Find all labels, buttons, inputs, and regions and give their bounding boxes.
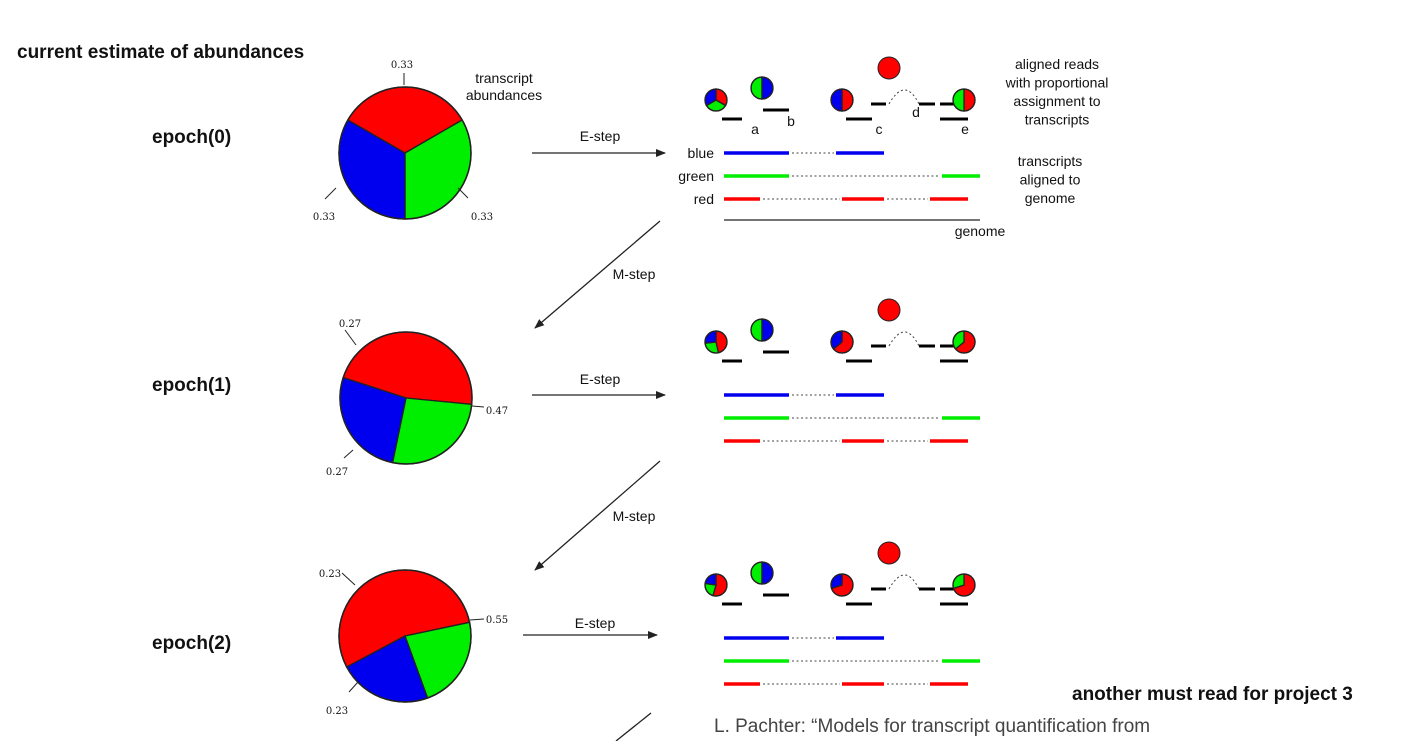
- read-letter-a: a: [751, 121, 759, 137]
- panel-0-read-b-pie-part-1: [761, 76, 774, 100]
- panel-0-read-b-pie-part-0: [750, 76, 763, 100]
- mstep-arrow-1: [534, 460, 661, 571]
- mstep-label-1: M-step: [613, 508, 656, 524]
- read-letter-d: d: [912, 104, 920, 120]
- pie-1-right-label: 0.47: [486, 406, 508, 417]
- panel-0-read-a-pie-outline: [704, 88, 728, 112]
- pie-0-left-label: 0.33: [313, 212, 335, 223]
- panel-1-read-d-circle: [877, 298, 901, 322]
- pie-2-top-label: 0.23: [319, 569, 341, 580]
- mstep-arrow-2: [615, 712, 652, 741]
- panel-0-read-b-pie-outline: [750, 76, 774, 100]
- panel-2-splice-dotted: [888, 574, 920, 590]
- pie-2-outline: [338, 569, 472, 703]
- pie-0-right-label: 0.33: [471, 212, 493, 223]
- pie-0-top-label: 0.33: [391, 60, 413, 71]
- pie-2-right-label: 0.55: [486, 615, 508, 626]
- transcripts-aligned-line-2: genome: [1025, 190, 1076, 206]
- panel-0-read-c-pie-part-1: [830, 88, 843, 112]
- panel-1-read-a-pie-outline: [704, 330, 728, 354]
- transcript-name-blue: blue: [688, 145, 715, 161]
- pie-0-right-tick: [457, 187, 469, 199]
- pie-2-left-label: 0.23: [326, 706, 348, 717]
- aligned-reads-line-2: assignment to: [1013, 93, 1100, 109]
- transcript-name-green: green: [678, 168, 714, 184]
- footer-title: another must read for project 3: [1072, 684, 1353, 705]
- pie-0-outline: [338, 86, 472, 220]
- transcripts-aligned-line-1: aligned to: [1020, 172, 1081, 188]
- panel-0-read-c-pie-outline: [830, 88, 854, 112]
- read-letter-b: b: [787, 113, 795, 129]
- pie-1-right-tick: [471, 405, 485, 408]
- pie-1-outline: [339, 331, 473, 465]
- panel-0-read-d-circle: [877, 56, 901, 80]
- panel-0-read-e-pie-part-1: [952, 88, 965, 112]
- panel-2-read-d-circle: [877, 541, 901, 565]
- pie-1-left-tick: [343, 449, 354, 459]
- epoch-2-label: epoch(2): [152, 633, 232, 654]
- pie-2-right-tick: [469, 618, 485, 621]
- mstep-label-0: M-step: [613, 266, 656, 282]
- estep-label-1: E-step: [580, 371, 621, 387]
- pie-1-left-label: 0.27: [326, 467, 348, 478]
- transcript-abundances-line-0: transcript: [475, 70, 533, 86]
- pie-1-top-label: 0.27: [339, 319, 361, 330]
- panel-0-read-e-pie-outline: [952, 88, 976, 112]
- transcript-name-red: red: [694, 191, 714, 207]
- pie-2-top-tick: [341, 572, 356, 586]
- panel-2-read-b-pie-part-1: [761, 561, 774, 585]
- panel-1-read-b-pie-outline: [750, 318, 774, 342]
- panel-0-read-e-pie-part-0: [963, 88, 976, 112]
- transcript-abundances-line-1: abundances: [466, 87, 542, 103]
- read-letter-c: c: [876, 121, 883, 137]
- aligned-reads-line-0: aligned reads: [1015, 56, 1099, 72]
- panel-2-read-b-pie-part-0: [750, 561, 763, 585]
- pie-0-left-tick: [324, 187, 337, 200]
- panel-1-read-b-pie-part-0: [750, 318, 763, 342]
- panel-1-read-b-pie-part-1: [761, 318, 774, 342]
- aligned-reads-line-1: with proportional: [1005, 75, 1109, 91]
- epoch-0-label: epoch(0): [152, 127, 232, 148]
- mstep-arrow-0: [534, 220, 661, 329]
- estep-label-0: E-step: [580, 128, 621, 144]
- panel-0-splice-dotted: [888, 89, 920, 105]
- transcripts-aligned-line-0: transcripts: [1018, 153, 1083, 169]
- genome-label: genome: [955, 223, 1006, 239]
- pie-1-top-tick: [344, 329, 357, 346]
- panel-2-read-b-pie-outline: [750, 561, 774, 585]
- panel-0-read-c-pie-part-0: [841, 88, 854, 112]
- panel-2-read-a-pie-outline: [704, 573, 728, 597]
- panel-2-read-e-pie-outline: [952, 573, 976, 597]
- panel-1-splice-dotted: [888, 331, 920, 347]
- slide-heading: current estimate of abundances: [17, 42, 305, 63]
- panel-1-read-c-pie-outline: [830, 330, 854, 354]
- epoch-1-label: epoch(1): [152, 375, 232, 396]
- estep-label-2: E-step: [575, 615, 616, 631]
- aligned-reads-line-3: transcripts: [1025, 112, 1090, 128]
- panel-1-read-e-pie-outline: [952, 330, 976, 354]
- pie-2-left-tick: [348, 681, 359, 693]
- panel-2-read-c-pie-outline: [830, 573, 854, 597]
- read-letter-e: e: [961, 121, 969, 137]
- footer-citation: L. Pachter: “Models for transcript quant…: [714, 716, 1151, 737]
